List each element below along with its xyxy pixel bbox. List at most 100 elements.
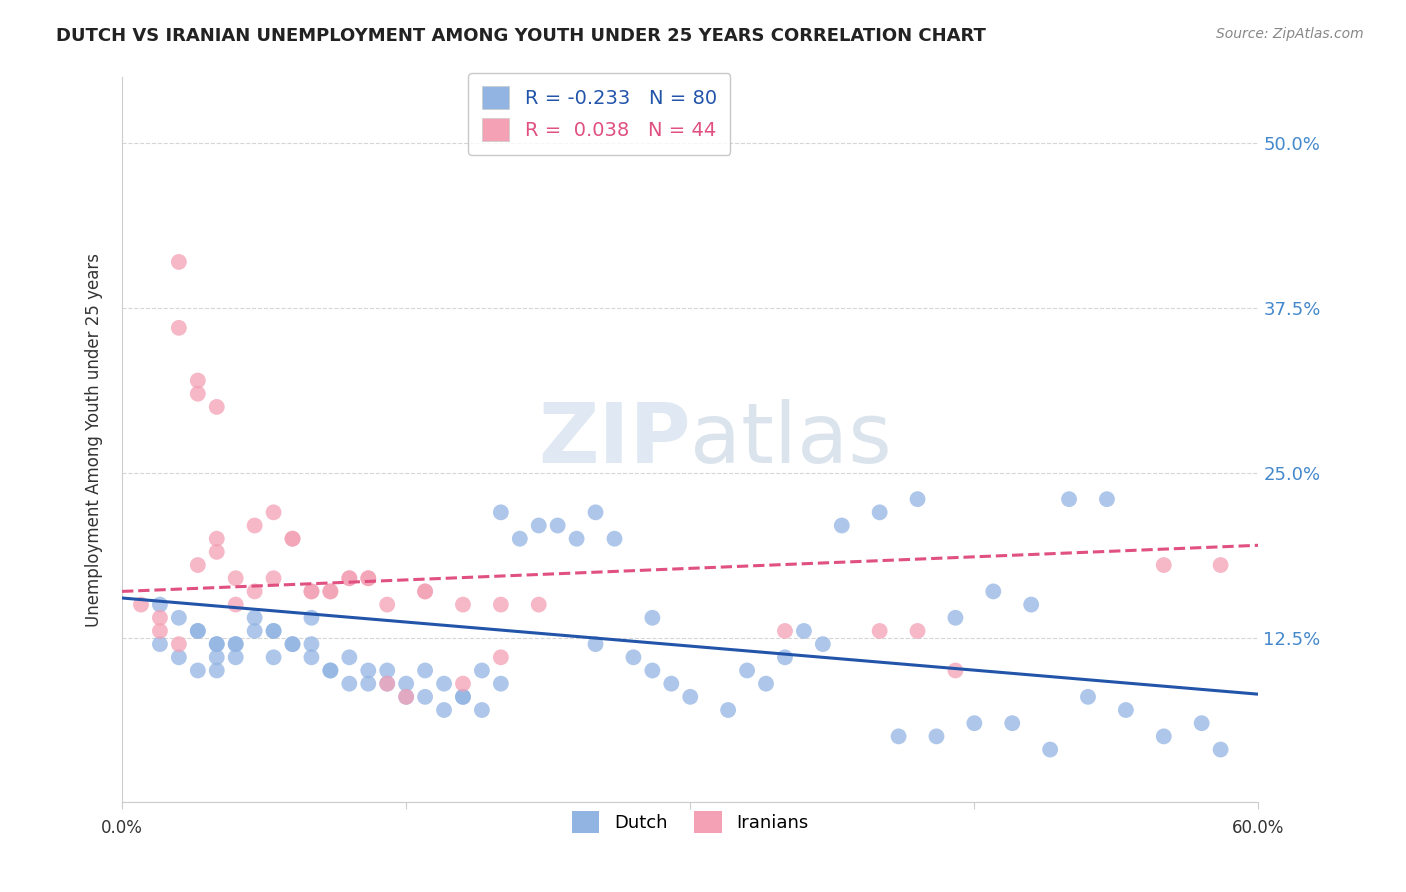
Point: [243, 584, 266, 599]
Point: [375, 598, 398, 612]
Text: Source: ZipAtlas.com: Source: ZipAtlas.com: [1216, 27, 1364, 41]
Point: [565, 532, 588, 546]
Point: [1077, 690, 1099, 704]
Point: [263, 571, 285, 585]
Point: [395, 690, 418, 704]
Point: [1191, 716, 1213, 731]
Point: [1153, 558, 1175, 572]
Point: [243, 518, 266, 533]
Point: [433, 703, 456, 717]
Point: [149, 637, 172, 651]
Point: [337, 650, 360, 665]
Point: [149, 598, 172, 612]
Point: [471, 664, 494, 678]
Legend: Dutch, Iranians: Dutch, Iranians: [561, 800, 820, 844]
Point: [1095, 492, 1118, 507]
Point: [281, 637, 304, 651]
Point: [1153, 730, 1175, 744]
Point: [263, 650, 285, 665]
Point: [451, 690, 474, 704]
Point: [1057, 492, 1080, 507]
Point: [717, 703, 740, 717]
Point: [945, 611, 967, 625]
Point: [301, 611, 323, 625]
Point: [509, 532, 531, 546]
Point: [225, 637, 247, 651]
Point: [641, 611, 664, 625]
Point: [337, 571, 360, 585]
Point: [357, 571, 380, 585]
Point: [263, 624, 285, 638]
Text: DUTCH VS IRANIAN UNEMPLOYMENT AMONG YOUTH UNDER 25 YEARS CORRELATION CHART: DUTCH VS IRANIAN UNEMPLOYMENT AMONG YOUT…: [56, 27, 986, 45]
Point: [1019, 598, 1042, 612]
Point: [205, 532, 228, 546]
Point: [925, 730, 948, 744]
Point: [301, 650, 323, 665]
Point: [319, 664, 342, 678]
Point: [243, 611, 266, 625]
Point: [527, 598, 550, 612]
Point: [225, 571, 247, 585]
Point: [319, 584, 342, 599]
Point: [963, 716, 986, 731]
Point: [205, 545, 228, 559]
Point: [167, 321, 190, 335]
Point: [451, 598, 474, 612]
Point: [225, 637, 247, 651]
Point: [1039, 742, 1062, 756]
Point: [1001, 716, 1024, 731]
Point: [337, 571, 360, 585]
Point: [1115, 703, 1137, 717]
Point: [187, 664, 209, 678]
Point: [301, 584, 323, 599]
Point: [167, 255, 190, 269]
Point: [735, 664, 758, 678]
Point: [263, 624, 285, 638]
Point: [319, 584, 342, 599]
Point: [167, 611, 190, 625]
Point: [281, 532, 304, 546]
Point: [205, 664, 228, 678]
Point: [187, 386, 209, 401]
Point: [319, 664, 342, 678]
Point: [659, 676, 682, 690]
Point: [887, 730, 910, 744]
Point: [489, 505, 512, 519]
Point: [831, 518, 853, 533]
Point: [585, 637, 607, 651]
Text: atlas: atlas: [690, 400, 891, 481]
Point: [433, 676, 456, 690]
Point: [413, 664, 436, 678]
Point: [187, 558, 209, 572]
Point: [907, 492, 929, 507]
Point: [129, 598, 152, 612]
Point: [149, 624, 172, 638]
Point: [395, 690, 418, 704]
Point: [205, 637, 228, 651]
Point: [301, 637, 323, 651]
Point: [281, 637, 304, 651]
Point: [375, 676, 398, 690]
Point: [205, 650, 228, 665]
Point: [357, 571, 380, 585]
Point: [375, 676, 398, 690]
Point: [357, 664, 380, 678]
Point: [281, 532, 304, 546]
Point: [679, 690, 702, 704]
Text: 60.0%: 60.0%: [1232, 819, 1285, 837]
Point: [907, 624, 929, 638]
Point: [413, 690, 436, 704]
Point: [471, 703, 494, 717]
Point: [527, 518, 550, 533]
Point: [395, 676, 418, 690]
Point: [623, 650, 645, 665]
Point: [187, 624, 209, 638]
Point: [225, 650, 247, 665]
Point: [263, 505, 285, 519]
Point: [413, 584, 436, 599]
Point: [811, 637, 834, 651]
Text: 0.0%: 0.0%: [101, 819, 143, 837]
Point: [585, 505, 607, 519]
Text: ZIP: ZIP: [537, 400, 690, 481]
Point: [489, 650, 512, 665]
